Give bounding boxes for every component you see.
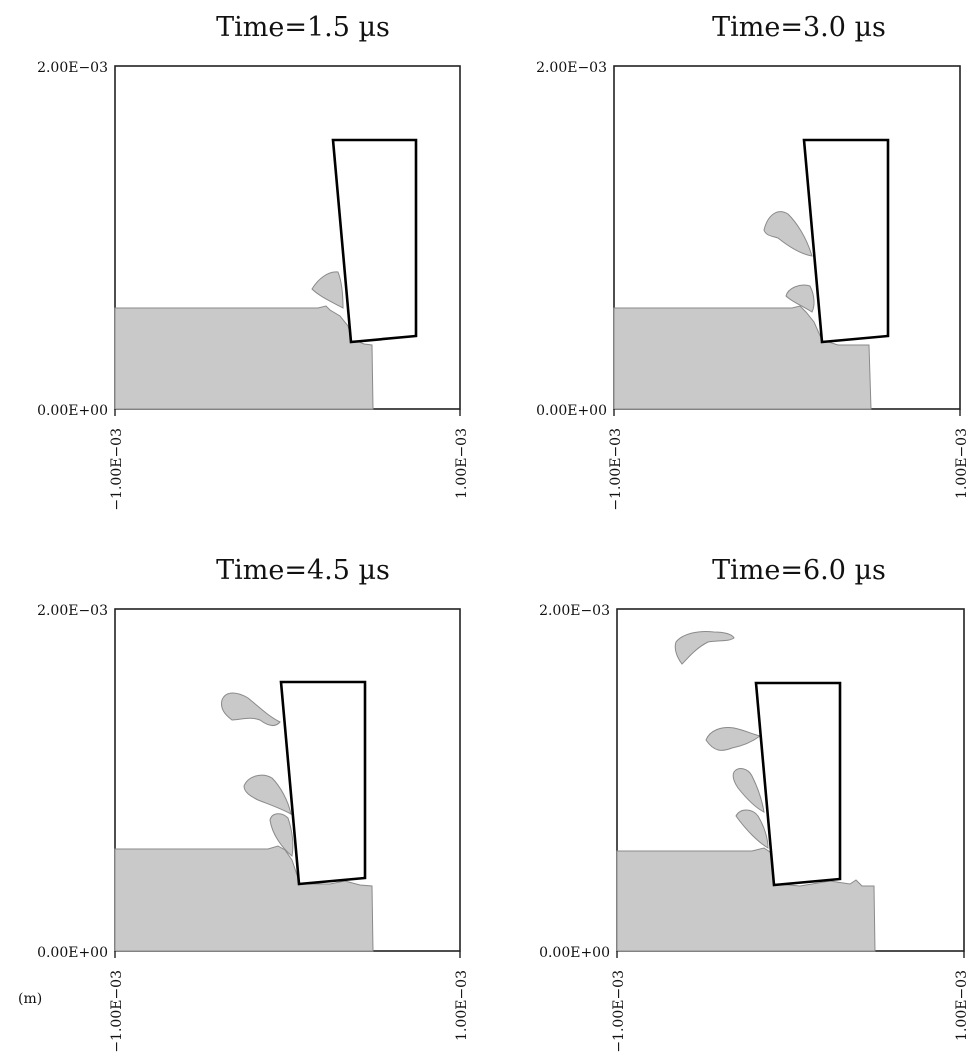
workpiece: [613, 305, 872, 410]
chip-segment: [269, 813, 294, 857]
cutting-tool: [802, 138, 890, 344]
chip-segment: [763, 211, 813, 257]
chip-segment: [785, 284, 815, 313]
cutting-tool: [331, 138, 418, 344]
x-max-label: 1.00E−03: [454, 428, 470, 499]
y-min-label: 0.00E+00: [539, 945, 610, 961]
y-min-label: 0.00E+00: [37, 403, 108, 419]
y-max-label: 2.00E−03: [539, 603, 610, 619]
panel-4: Time=6.0 µs 2.00E−03 0.00E+00 −1.00E−03 …: [539, 555, 970, 1053]
x-max-label: 1.00E−03: [454, 970, 470, 1041]
panel-3: Time=4.5 µs 2.00E−03 0.00E+00 −1.00E−03 …: [37, 555, 470, 1053]
workpiece: [114, 305, 374, 410]
panel-1: Time=1.5 µs 2.00E−03 0.00E+00 −1.00E−03 …: [37, 12, 470, 511]
y-max-label: 2.00E−03: [37, 60, 108, 76]
cutting-tool: [279, 680, 367, 886]
panel-title: Time=3.0 µs: [712, 12, 886, 43]
x-max-label: 1.00E−03: [954, 428, 970, 499]
y-min-label: 0.00E+00: [37, 945, 108, 961]
chip-segment: [735, 809, 769, 849]
x-min-label: −1.00E−03: [608, 428, 624, 511]
y-max-label: 2.00E−03: [37, 603, 108, 619]
panel-title: Time=6.0 µs: [712, 555, 886, 586]
chip-segment: [674, 631, 735, 665]
cutting-tool: [754, 681, 842, 887]
chip-segment: [221, 692, 281, 727]
unit-label: (m): [18, 991, 42, 1007]
x-min-label: −1.00E−03: [109, 970, 125, 1053]
panel-2: Time=3.0 µs 2.00E−03 0.00E+00 −1.00E−03 …: [536, 12, 970, 511]
x-min-label: −1.00E−03: [109, 428, 125, 511]
x-min-label: −1.00E−03: [611, 970, 627, 1053]
y-max-label: 2.00E−03: [536, 60, 607, 76]
panel-title: Time=4.5 µs: [216, 555, 390, 586]
panel-title: Time=1.5 µs: [216, 12, 390, 43]
chip-segment: [732, 768, 765, 813]
y-min-label: 0.00E+00: [536, 403, 607, 419]
x-max-label: 1.00E−03: [954, 970, 970, 1041]
chip-segment: [311, 271, 344, 309]
workpiece: [616, 847, 876, 952]
chip-segment: [243, 774, 292, 815]
